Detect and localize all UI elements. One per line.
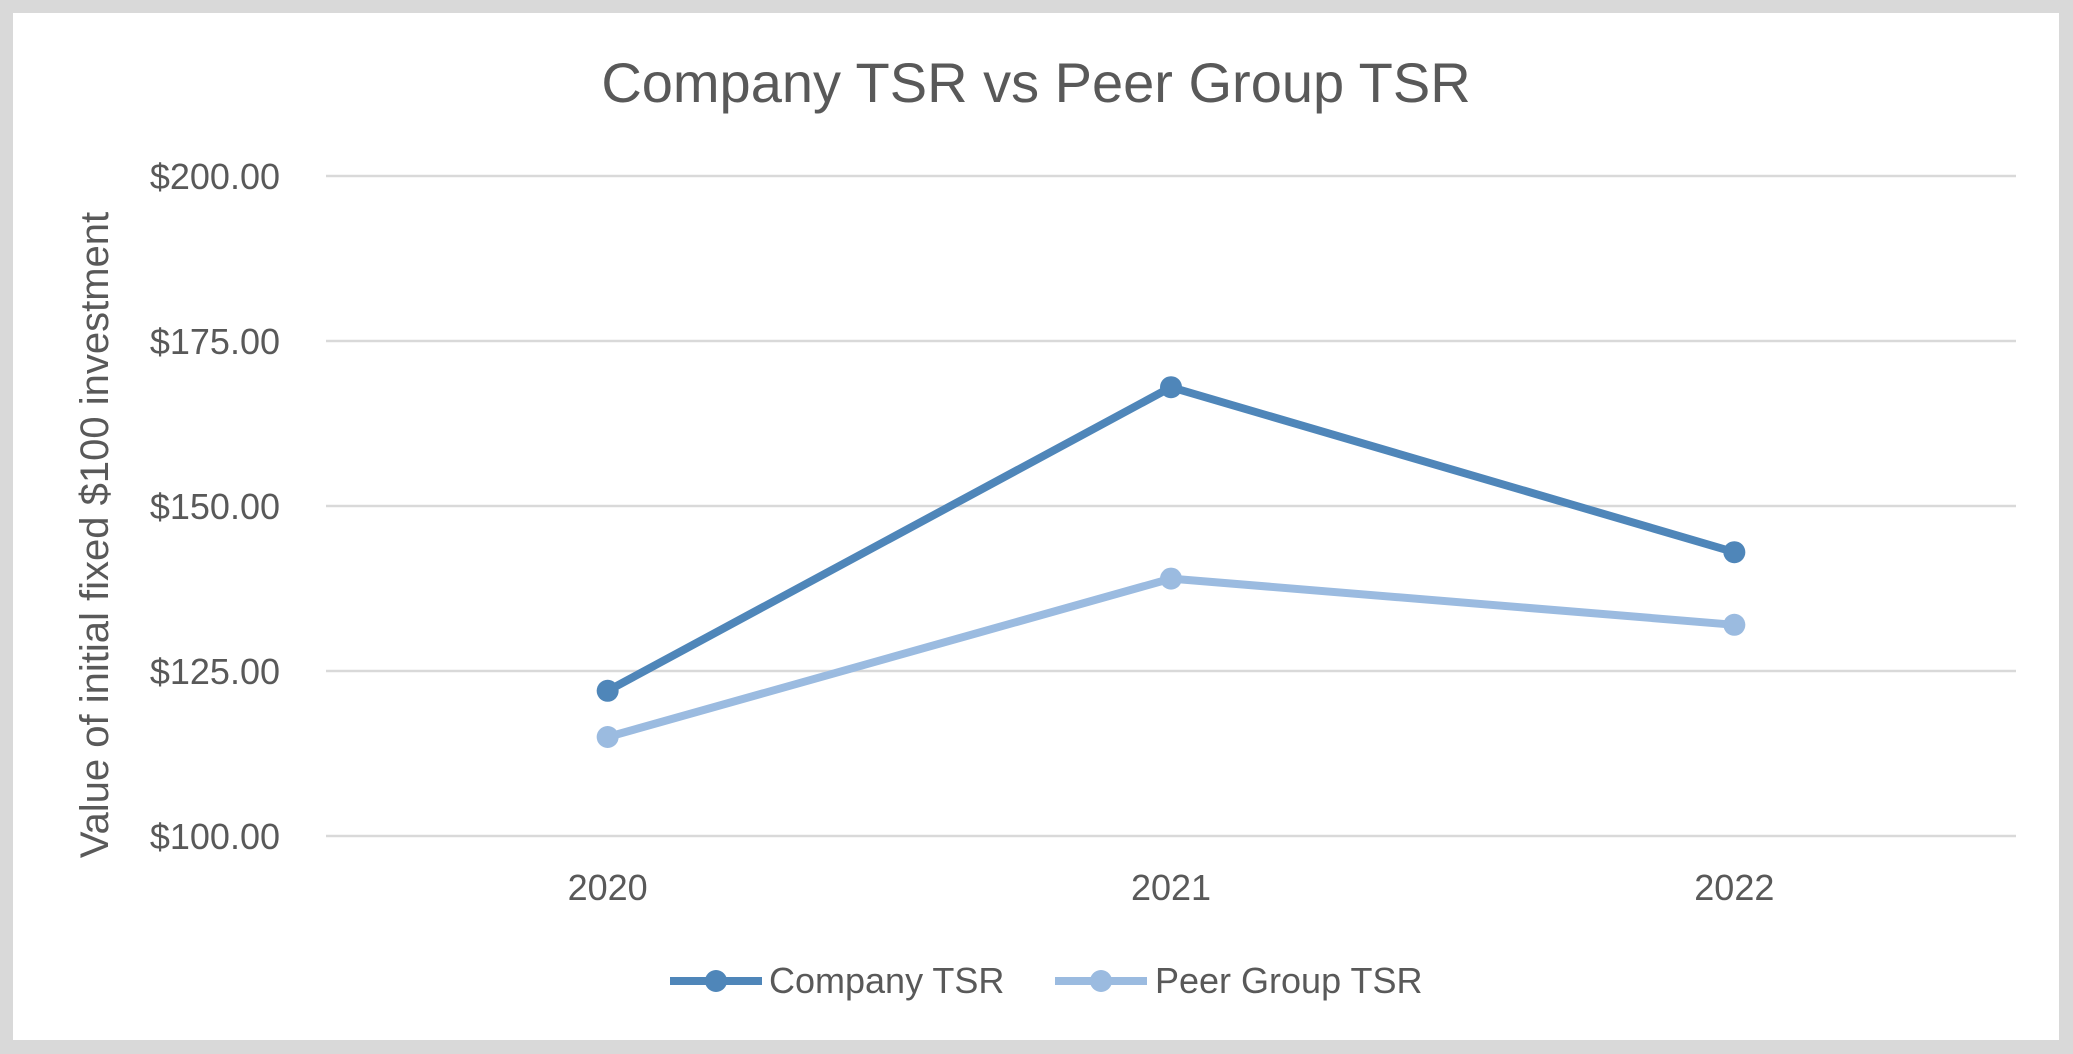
gridlines xyxy=(326,174,2016,838)
legend-label-peer-group-tsr: Peer Group TSR xyxy=(1155,960,1422,1001)
y-tick-label: $100.00 xyxy=(150,816,280,857)
series xyxy=(596,376,1746,748)
x-tick-label: 2021 xyxy=(1131,867,1211,908)
data-point-company-tsr-2021[interactable] xyxy=(1160,376,1182,399)
series-peer-group-tsr xyxy=(596,567,1746,748)
y-tick-label: $200.00 xyxy=(150,156,280,197)
legend-item-peer-group-tsr[interactable]: Peer Group TSR xyxy=(1055,960,1422,1001)
y-tick-label: $125.00 xyxy=(150,651,280,692)
legend: Company TSR Peer Group TSR xyxy=(670,960,1422,1001)
chart-title: Company TSR vs Peer Group TSR xyxy=(601,51,1470,114)
data-point-peer-group-tsr-2020[interactable] xyxy=(596,726,619,748)
series-line-company-tsr xyxy=(603,383,1739,695)
y-tick-label: $175.00 xyxy=(150,321,280,362)
x-axis-ticks: 2020 2021 2022 xyxy=(568,867,1775,908)
data-point-company-tsr-2022[interactable] xyxy=(1723,541,1746,564)
legend-marker-peer-group-tsr xyxy=(1090,970,1112,992)
y-axis-ticks: $100.00 $125.00 $150.00 $175.00 $200.00 xyxy=(150,156,280,857)
data-point-company-tsr-2020[interactable] xyxy=(596,679,619,702)
chart-frame xyxy=(13,13,2059,1040)
x-tick-label: 2022 xyxy=(1694,867,1774,908)
data-point-peer-group-tsr-2021[interactable] xyxy=(1160,567,1182,590)
y-axis-title: Value of initial fixed $100 investment xyxy=(73,212,117,858)
y-tick-label: $150.00 xyxy=(150,486,280,527)
series-company-tsr xyxy=(596,376,1746,702)
legend-item-company-tsr[interactable]: Company TSR xyxy=(670,960,1004,1001)
x-tick-label: 2020 xyxy=(568,867,648,908)
legend-label-company-tsr: Company TSR xyxy=(769,960,1004,1001)
legend-marker-company-tsr xyxy=(705,970,727,992)
data-point-peer-group-tsr-2022[interactable] xyxy=(1723,613,1746,636)
